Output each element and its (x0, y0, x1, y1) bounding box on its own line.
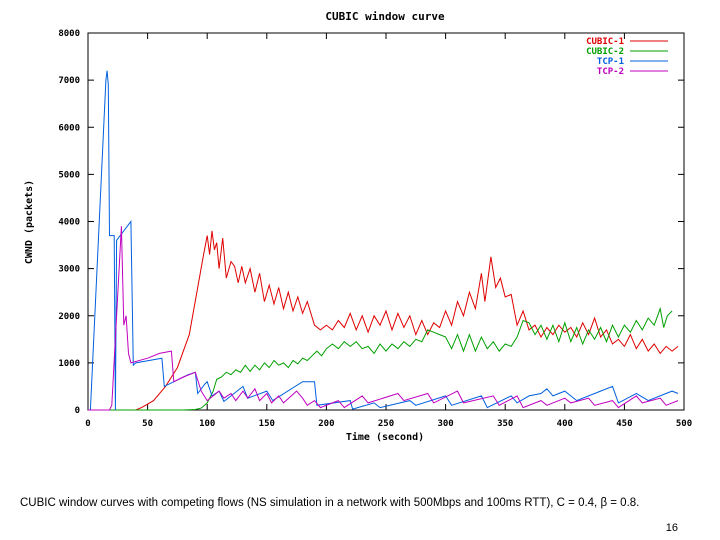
series-line-tcp-2 (88, 226, 679, 411)
x-tick-label: 150 (259, 419, 275, 429)
x-tick-label: 300 (437, 419, 453, 429)
chart-title: CUBIC window curve (325, 10, 445, 23)
y-axis-label: CWND (packets) (24, 180, 35, 264)
x-tick-label: 400 (557, 419, 573, 429)
x-axis-ticks: 0 50 100 150 200 250 300 350 400 450 500 (85, 33, 692, 429)
x-axis-label: Time (second) (346, 431, 424, 443)
y-tick-label: 4000 (58, 218, 80, 228)
legend-label-tcp-1: TCP-1 (597, 57, 624, 67)
y-tick-label: 8000 (58, 29, 80, 39)
legend-label-tcp-2: TCP-2 (597, 67, 624, 77)
plot-frame (87, 32, 685, 411)
legend-label-cubic-1: CUBIC-1 (586, 37, 624, 47)
x-tick-label: 450 (616, 419, 632, 429)
y-tick-label: 0 (75, 406, 80, 416)
x-tick-label: 250 (378, 419, 394, 429)
y-tick-label: 3000 (58, 265, 80, 275)
x-tick-label: 500 (676, 419, 692, 429)
x-tick-label: 200 (318, 419, 334, 429)
y-axis-ticks: 0 1000 2000 3000 4000 5000 6000 7000 8000 (58, 29, 684, 416)
y-tick-label: 6000 (58, 123, 80, 133)
x-tick-label: 350 (497, 419, 513, 429)
series-lines (88, 70, 679, 411)
x-tick-label: 0 (85, 419, 90, 429)
x-tick-label: 50 (142, 419, 153, 429)
series-line-cubic-1 (88, 230, 679, 411)
y-tick-label: 7000 (58, 76, 80, 86)
series-line-tcp-1 (88, 70, 679, 411)
y-tick-label: 2000 (58, 312, 80, 322)
page-number: 16 (665, 522, 678, 534)
figure-caption: CUBIC window curves with competing flows… (20, 497, 640, 509)
series-line-cubic-2 (88, 306, 673, 411)
x-tick-label: 100 (199, 419, 215, 429)
legend-label-cubic-2: CUBIC-2 (586, 47, 624, 57)
y-tick-label: 5000 (58, 170, 80, 180)
cubic-window-chart: CUBIC window curve 010002000300040005000… (24, 10, 692, 443)
y-tick-label: 1000 (58, 359, 80, 369)
